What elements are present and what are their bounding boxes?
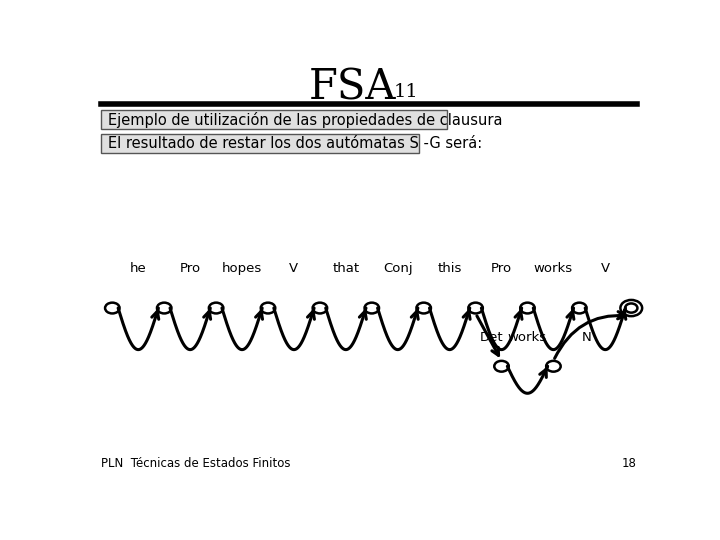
Text: FSA: FSA: [308, 66, 396, 109]
Text: El resultado de restar los dos autómatas S -G será:: El resultado de restar los dos autómatas…: [108, 136, 482, 151]
FancyBboxPatch shape: [101, 134, 419, 153]
Text: 11: 11: [394, 83, 419, 101]
Text: V: V: [289, 262, 299, 275]
Text: V: V: [600, 262, 610, 275]
Text: 18: 18: [622, 457, 637, 470]
Text: hopes: hopes: [222, 262, 262, 275]
Text: he: he: [130, 262, 147, 275]
Text: PLN  Técnicas de Estados Finitos: PLN Técnicas de Estados Finitos: [101, 457, 291, 470]
Text: Pro: Pro: [179, 262, 201, 275]
Text: works: works: [508, 330, 547, 343]
Text: works: works: [534, 262, 573, 275]
Text: Conj: Conj: [383, 262, 413, 275]
Text: Ejemplo de utilización de las propiedades de clausura: Ejemplo de utilización de las propiedade…: [108, 112, 503, 127]
Text: that: that: [333, 262, 359, 275]
Text: Det: Det: [480, 330, 503, 343]
Text: N: N: [582, 330, 592, 343]
FancyBboxPatch shape: [101, 110, 447, 129]
Text: this: this: [438, 262, 462, 275]
Text: Pro: Pro: [491, 262, 512, 275]
